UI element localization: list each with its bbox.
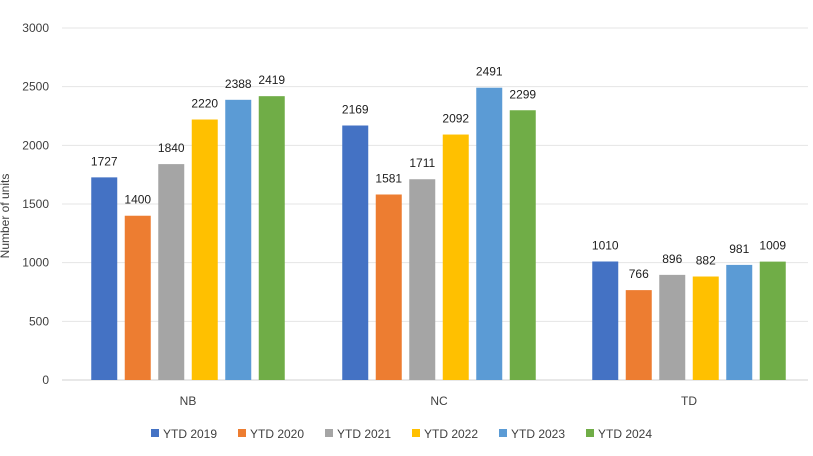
legend-label: YTD 2024: [598, 427, 652, 441]
legend-item-ytd-2021: YTD 2021: [325, 427, 391, 441]
bar-nc-ytd-2022: [442, 134, 469, 380]
bar-td-ytd-2019: [592, 261, 619, 380]
legend-item-ytd-2022: YTD 2022: [412, 427, 478, 441]
data-label: 882: [696, 254, 716, 268]
data-labels: 1727 1400 1840 2220 2388 2419 2169 1581 1711 2092…: [91, 65, 787, 281]
data-label: 2419: [258, 73, 285, 87]
legend-label: YTD 2022: [424, 427, 478, 441]
data-label: 1400: [124, 193, 151, 207]
y-tick-label: 3000: [22, 21, 49, 35]
bar-td-ytd-2023: [726, 264, 753, 380]
legend-label: YTD 2019: [163, 427, 217, 441]
legend-item-ytd-2023: YTD 2023: [499, 427, 565, 441]
data-label: 981: [729, 242, 749, 256]
data-label: 896: [662, 252, 682, 266]
legend-label: YTD 2020: [250, 427, 304, 441]
bar-nc-ytd-2021: [409, 179, 436, 380]
category-label-nb: NB: [180, 394, 197, 408]
y-tick-label: 2500: [22, 80, 49, 94]
data-label: 2299: [509, 87, 536, 101]
bar-nc-ytd-2023: [476, 87, 503, 381]
y-axis-ticks: 0 500 1000 1500 2000 2500 3000: [22, 21, 49, 387]
data-label: 2491: [476, 65, 503, 79]
y-tick-label: 1000: [22, 256, 49, 270]
y-tick-label: 2000: [22, 138, 49, 152]
bar-nb-ytd-2019: [91, 177, 118, 380]
data-label: 1581: [375, 171, 402, 185]
legend-item-ytd-2020: YTD 2020: [238, 427, 304, 441]
legend-swatch: [151, 429, 159, 437]
data-label: 2169: [342, 103, 369, 117]
category-label-td: TD: [681, 394, 697, 408]
legend-swatch: [325, 429, 333, 437]
bar-nc-ytd-2019: [342, 125, 369, 380]
data-label: 766: [629, 267, 649, 281]
y-tick-label: 1500: [22, 197, 49, 211]
bar-nc-ytd-2024: [509, 110, 536, 380]
y-tick-label: 0: [42, 373, 49, 387]
x-axis-categories: NB NC TD: [180, 394, 698, 408]
bar-td-ytd-2024: [759, 261, 786, 380]
bar-td-ytd-2021: [659, 274, 686, 380]
data-label: 1009: [759, 239, 786, 253]
legend-swatch: [499, 429, 507, 437]
legend-swatch: [586, 429, 594, 437]
legend-swatch: [412, 429, 420, 437]
data-label: 1711: [409, 156, 435, 170]
bar-nb-ytd-2024: [258, 96, 285, 381]
legend-swatch: [238, 429, 246, 437]
y-tick-label: 500: [29, 314, 49, 328]
bar-nb-ytd-2020: [124, 215, 151, 380]
bar-nb-ytd-2023: [225, 99, 252, 381]
data-label: 1840: [158, 141, 185, 155]
bar-td-ytd-2020: [625, 290, 652, 380]
legend: YTD 2019 YTD 2020 YTD 2021 YTD 2022 YTD 2023…: [151, 427, 652, 441]
bar-nb-ytd-2021: [158, 164, 185, 380]
legend-item-ytd-2019: YTD 2019: [151, 427, 217, 441]
data-label: 2388: [225, 77, 252, 91]
data-label: 1010: [592, 238, 619, 252]
legend-item-ytd-2024: YTD 2024: [586, 427, 652, 441]
bar-td-ytd-2022: [692, 276, 719, 380]
data-label: 1727: [91, 154, 118, 168]
data-label: 2220: [191, 97, 218, 111]
bar-nc-ytd-2020: [375, 194, 402, 380]
legend-label: YTD 2021: [337, 427, 391, 441]
bars: [91, 87, 786, 381]
legend-label: YTD 2023: [511, 427, 565, 441]
y-axis-title: Number of units: [0, 174, 12, 259]
bar-nb-ytd-2022: [191, 119, 218, 381]
data-label: 2092: [442, 112, 469, 126]
category-label-nc: NC: [430, 394, 448, 408]
